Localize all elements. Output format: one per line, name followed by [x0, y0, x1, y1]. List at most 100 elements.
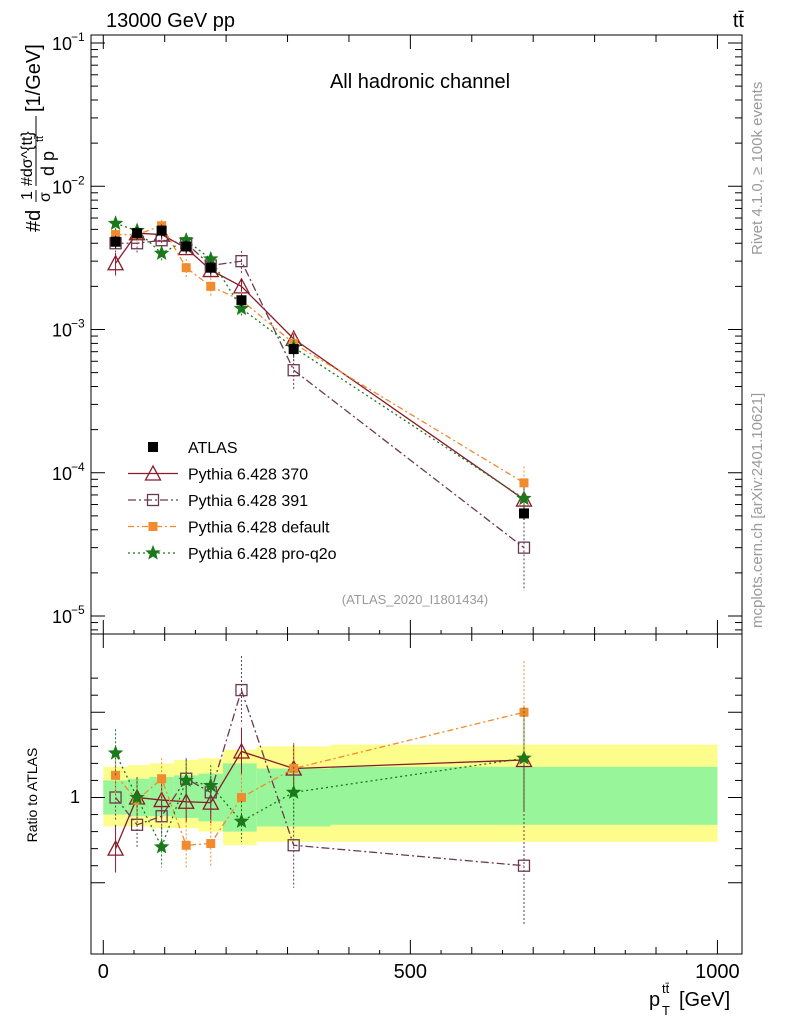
ylabel-over1: σ: [37, 192, 54, 202]
ratio-series-layer: [106, 655, 533, 926]
atlas-point: [181, 241, 192, 252]
point-default: [181, 263, 191, 273]
point-proq2o: [516, 490, 532, 506]
chart-title: All hadronic channel: [330, 71, 510, 93]
atlas-point: [205, 262, 216, 273]
point-proq2o: [153, 245, 170, 260]
x-tick-labels: 0 500 1000: [98, 961, 740, 983]
point-default: [519, 478, 529, 488]
atlas-point: [156, 225, 167, 236]
series-line-default: [115, 224, 525, 484]
y-tick-labels: 10−110−210−310−410−5: [52, 30, 85, 627]
point-p370: [106, 254, 125, 271]
ratio-line-p391: [115, 687, 525, 867]
legend-marker-p370: [144, 464, 162, 481]
ylabel-frac2-bot: d p: [38, 151, 58, 176]
atlas-point: [236, 295, 247, 306]
y-tick-base: 10: [52, 464, 72, 484]
ylabel-frac1: 1: [19, 191, 36, 200]
analysis-id: (ATLAS_2020_I1801434): [342, 592, 488, 607]
x-axis-label: p T tt̄ [GeV]: [649, 981, 730, 1018]
point-default: [206, 281, 216, 291]
atlas-point: [110, 236, 121, 247]
main-series-layer: [106, 215, 533, 591]
point-p391: [235, 255, 248, 268]
legend-label-p370: Pythia 6.428 370: [188, 467, 308, 484]
x-tick-label: 0: [98, 961, 109, 983]
y-axis-label: #d 1 σ #dσ^{tt} d p tt̄ [1/GeV]: [19, 44, 58, 232]
y-tick-exp: −5: [71, 603, 85, 617]
energy-label: 13000 GeV pp: [106, 10, 235, 32]
ratio-point-proq2o: [153, 838, 170, 854]
y-tick-exp: −3: [71, 317, 85, 331]
ratio-point-p391: [155, 810, 168, 823]
process-label: tt̄: [733, 10, 745, 32]
xlabel-sup: tt̄: [662, 981, 670, 996]
ratio-ytick-label: 1: [70, 787, 80, 807]
ratio-point-p391: [517, 859, 531, 872]
legend-label-p391: Pythia 6.428 391: [188, 493, 308, 510]
legend-label-atlas: ATLAS: [188, 440, 238, 457]
legend-marker-proq2o: [145, 544, 161, 560]
y-tick-label: 10−2: [52, 173, 85, 197]
y-tick-label: 10−1: [52, 30, 85, 54]
ylabel-frac2-top: #dσ^{tt}: [19, 131, 36, 186]
series-line-p391: [115, 239, 525, 549]
legend-marker-atlas: [148, 442, 158, 452]
ratio-ylabel: Ratio to ATLAS: [24, 748, 40, 843]
legend-label-proq2o: Pythia 6.428 pro-q2o: [188, 546, 337, 563]
y-tick-label: 10−3: [52, 317, 85, 341]
atlas-point: [132, 228, 143, 239]
ratio-point-p370: [177, 792, 195, 809]
y-tick-base: 10: [52, 177, 72, 197]
legend-label-default: Pythia 6.428 default: [188, 520, 330, 537]
y-tick-base: 10: [52, 607, 72, 627]
ratio-point-proq2o: [285, 784, 302, 799]
ratio-point-p391: [130, 818, 144, 831]
ratio-point-p370: [232, 742, 251, 759]
legend: ATLAS Pythia 6.428 370 Pythia 6.428 391 Pyt…: [128, 440, 337, 563]
ratio-point-default: [111, 770, 121, 780]
ratio-point-p391: [287, 839, 300, 852]
axes: [91, 35, 742, 954]
ratio-point-p370: [106, 839, 125, 856]
xlabel-sub: T: [662, 1003, 670, 1018]
ratio-point-proq2o: [129, 789, 145, 805]
series-line-p370: [115, 232, 525, 501]
ratio-point-default: [206, 839, 216, 849]
point-default: [111, 230, 121, 240]
ratio-point-proq2o: [203, 777, 219, 793]
ratio-point-default: [157, 774, 167, 784]
mcplots-label: mcplots.cern.ch [arXiv:2401.10621]: [749, 393, 766, 628]
ylabel-prefix: #d: [23, 210, 45, 232]
xlabel-main: p: [649, 989, 660, 1011]
y-tick-exp: −1: [71, 30, 85, 44]
point-p391: [287, 364, 300, 377]
ratio-uncertainty-band: [103, 744, 718, 846]
atlas-point: [518, 508, 529, 519]
legend-marker-p391: [146, 493, 160, 507]
ratio-point-proq2o: [516, 750, 532, 765]
atlas-point: [288, 344, 299, 355]
ylabel-tsup: tt̄: [34, 136, 46, 142]
ratio-point-proq2o: [233, 813, 250, 828]
y-tick-exp: −4: [71, 460, 85, 474]
ratio-point-p391: [235, 683, 248, 697]
x-tick-label: 500: [394, 961, 427, 983]
y-tick-label: 10−4: [52, 460, 85, 484]
y-tick-base: 10: [52, 321, 72, 341]
ylabel-unit: [1/GeV]: [23, 44, 45, 112]
ratio-point-default: [181, 840, 191, 850]
point-proq2o: [107, 215, 124, 231]
ratio-point-proq2o: [107, 745, 124, 760]
xlabel-unit: [GeV]: [679, 989, 730, 1011]
rivet-label: Rivet 4.1.0, ≥ 100k events: [749, 82, 766, 255]
y-tick-base: 10: [52, 34, 72, 54]
main-plot-frame: [90, 34, 743, 635]
legend-marker-default: [148, 522, 158, 531]
ratio-plot-frame: [90, 633, 743, 955]
ratio-point-default: [236, 793, 246, 802]
y-tick-label: 10−5: [52, 603, 85, 627]
ratio-point-p370: [153, 791, 171, 808]
